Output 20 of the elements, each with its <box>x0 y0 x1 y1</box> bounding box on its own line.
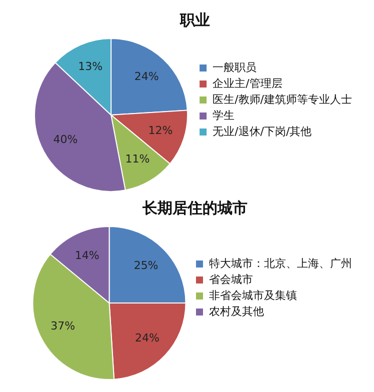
legend-label: 非省会城市及集镇 <box>209 288 297 302</box>
legend-label: 学生 <box>212 108 235 122</box>
data-label: 11% <box>125 152 150 166</box>
data-label: 40% <box>53 132 78 146</box>
legend-label: 医生/教师/建筑师等专业人士 <box>212 92 352 106</box>
chart-title: 长期居住的城市 <box>142 198 248 217</box>
data-label: 14% <box>74 248 100 262</box>
legend-label: 特大城市：北京、上海、广州 <box>209 256 352 270</box>
data-label: 24% <box>134 331 160 344</box>
data-label: 24% <box>134 70 159 83</box>
legend-label: 无业/退休/下岗/其他 <box>212 124 312 138</box>
data-label: 12% <box>148 124 173 137</box>
data-label: 13% <box>78 60 103 74</box>
legend-label: 省会城市 <box>209 272 253 286</box>
data-label: 25% <box>134 259 158 272</box>
legend-label: 企业主/管理层 <box>212 76 282 90</box>
data-label: 37% <box>50 319 76 332</box>
legend-label: 农村及其他 <box>209 304 264 318</box>
chart-title: 职业 <box>179 10 210 29</box>
legend-label: 一般职员 <box>212 60 257 74</box>
